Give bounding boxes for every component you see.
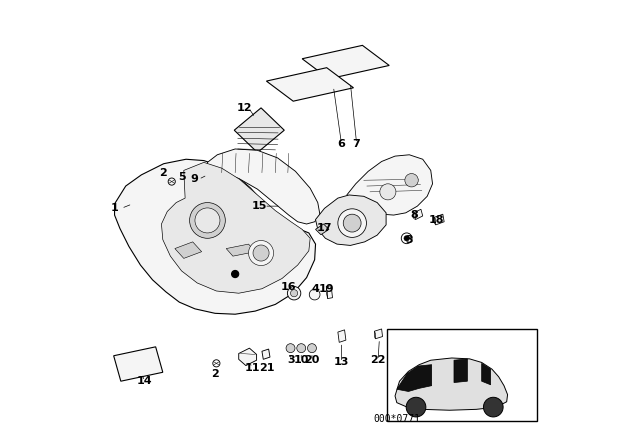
Text: 1: 1 [111, 203, 118, 213]
Text: 000*0771: 000*0771 [373, 414, 420, 424]
Text: 2: 2 [159, 168, 166, 178]
Circle shape [291, 290, 298, 297]
Polygon shape [395, 358, 508, 410]
Polygon shape [175, 242, 202, 258]
Text: 15: 15 [252, 201, 268, 211]
Polygon shape [266, 68, 353, 101]
Circle shape [195, 208, 220, 233]
Circle shape [406, 397, 426, 417]
Polygon shape [234, 108, 284, 152]
Text: 19: 19 [319, 284, 335, 294]
Polygon shape [414, 209, 423, 220]
Circle shape [287, 287, 301, 300]
Circle shape [405, 173, 419, 187]
Text: 20: 20 [304, 355, 319, 365]
Circle shape [307, 344, 316, 353]
Polygon shape [435, 217, 436, 225]
Polygon shape [114, 347, 163, 381]
Text: 8: 8 [410, 210, 418, 220]
Polygon shape [326, 287, 328, 298]
Text: 3: 3 [406, 235, 413, 245]
Polygon shape [161, 162, 310, 293]
Polygon shape [482, 363, 491, 385]
Circle shape [380, 184, 396, 200]
Circle shape [248, 241, 273, 266]
Circle shape [232, 271, 239, 278]
Polygon shape [338, 330, 346, 342]
Polygon shape [226, 244, 255, 256]
Text: 13: 13 [333, 358, 349, 367]
Polygon shape [302, 45, 389, 79]
Circle shape [297, 344, 306, 353]
Text: 2: 2 [211, 369, 219, 379]
Text: 22: 22 [371, 355, 386, 365]
Text: 12: 12 [236, 103, 252, 113]
Text: 6: 6 [337, 138, 346, 149]
Circle shape [404, 236, 410, 241]
Circle shape [253, 245, 269, 261]
Text: 16: 16 [281, 281, 296, 292]
Text: 5: 5 [179, 172, 186, 182]
Circle shape [189, 202, 225, 238]
Circle shape [343, 214, 361, 232]
Polygon shape [316, 195, 386, 246]
Polygon shape [316, 224, 329, 235]
Text: 18: 18 [428, 215, 444, 224]
Polygon shape [239, 348, 257, 366]
Circle shape [338, 209, 367, 237]
Text: 3: 3 [287, 355, 295, 365]
Polygon shape [374, 331, 376, 339]
Polygon shape [347, 155, 433, 215]
Text: 10: 10 [294, 355, 309, 365]
Circle shape [286, 344, 295, 353]
Text: 11: 11 [244, 363, 260, 373]
Circle shape [483, 397, 503, 417]
Bar [387, 329, 536, 421]
Circle shape [309, 289, 320, 300]
Polygon shape [414, 213, 415, 220]
Polygon shape [207, 149, 320, 224]
Polygon shape [454, 359, 467, 383]
Polygon shape [115, 159, 316, 314]
Polygon shape [262, 349, 270, 359]
Polygon shape [374, 329, 383, 339]
Text: 21: 21 [260, 363, 275, 373]
Polygon shape [435, 214, 444, 225]
Text: 7: 7 [353, 138, 360, 149]
Text: 17: 17 [317, 224, 332, 233]
Text: 4: 4 [312, 284, 319, 294]
Text: 14: 14 [137, 376, 153, 386]
Polygon shape [397, 365, 431, 392]
Text: 9: 9 [190, 174, 198, 184]
Polygon shape [326, 286, 333, 298]
